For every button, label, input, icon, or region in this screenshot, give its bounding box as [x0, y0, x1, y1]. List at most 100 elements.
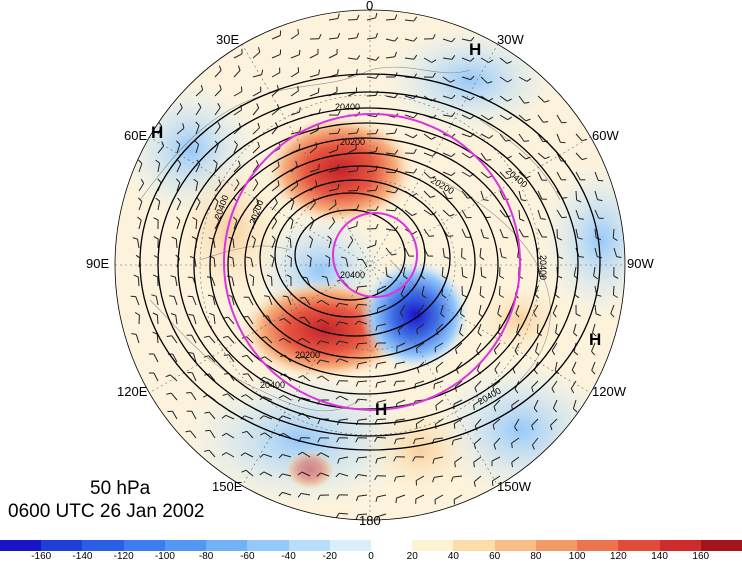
colorbar: [0, 540, 742, 551]
colorbar-swatch: [495, 540, 536, 551]
wind-barb: [290, 239, 291, 248]
wind-barb-feather: [598, 180, 603, 181]
wind-barb: [576, 191, 577, 200]
colorbar-swatch: [41, 540, 82, 551]
contour-label: 20400: [260, 380, 285, 390]
longitude-label-90w: 90W: [627, 256, 654, 271]
colorbar-swatch: [453, 540, 494, 551]
longitude-label-60e: 60E: [124, 128, 147, 143]
colorbar-tick-label: -160: [31, 551, 51, 562]
contour-label: 20400: [340, 270, 365, 280]
wind-barb: [138, 277, 139, 286]
colorbar-tick-label: 40: [448, 551, 459, 562]
anomaly-field: [100, 0, 660, 540]
wind-barb-feather: [298, 86, 299, 91]
wind-barb-feather: [337, 145, 338, 150]
wind-barb: [462, 267, 463, 276]
high-pressure-marker: H: [375, 400, 387, 420]
wind-barb-feather: [429, 236, 434, 237]
colorbar-tick-label: 100: [569, 551, 586, 562]
wind-barb-feather: [416, 424, 417, 429]
wind-barb-feather: [474, 405, 475, 410]
colorbar-swatch: [577, 540, 618, 551]
wind-barb-feather: [474, 462, 475, 467]
longitude-label-30w: 30W: [497, 32, 524, 47]
wind-barb-feather: [319, 164, 320, 169]
wind-barb-feather: [299, 50, 300, 55]
wind-barb: [358, 304, 367, 305]
longitude-label-150w: 150W: [497, 479, 531, 494]
colorbar-tick-label: 80: [530, 551, 541, 562]
wind-barb: [519, 210, 520, 219]
wind-barb: [329, 258, 330, 267]
colorbar-swatch: [165, 540, 206, 551]
wind-barb-feather: [224, 355, 229, 356]
wind-barb: [339, 513, 348, 514]
wind-barb-feather: [524, 141, 529, 142]
wind-barb-feather: [318, 88, 319, 93]
wind-barb-feather: [417, 348, 418, 353]
colorbar-swatch: [412, 540, 453, 551]
wind-barb: [358, 343, 367, 344]
wind-barb-feather: [579, 219, 584, 220]
contour-label: 20400: [538, 255, 548, 280]
wind-barb-feather: [562, 217, 567, 218]
wind-barb: [176, 239, 177, 248]
contour-label: 20200: [340, 137, 365, 147]
wind-barb: [348, 191, 357, 192]
datetime-title: 0600 UTC 26 Jan 2002: [8, 501, 204, 523]
wind-barb-feather: [396, 498, 397, 503]
wind-barb: [157, 315, 158, 324]
colorbar-swatch: [371, 540, 412, 551]
wind-barb-feather: [434, 384, 435, 389]
wind-barb: [613, 286, 614, 295]
wind-barb: [499, 286, 500, 295]
wind-barb-feather: [186, 393, 191, 394]
colorbar-tick-label: -80: [199, 551, 213, 562]
wind-barb-feather: [283, 296, 288, 297]
wind-barb-feather: [512, 443, 513, 448]
colorbar-tick-label: 140: [651, 551, 668, 562]
colorbar-swatch: [82, 540, 123, 551]
contour-label: 20400: [335, 102, 360, 112]
wind-barb-feather: [376, 240, 377, 245]
colorbar-tick-label: -140: [72, 551, 92, 562]
colorbar-swatch: [330, 540, 371, 551]
longitude-label-0: 0: [366, 0, 373, 13]
high-pressure-marker: H: [589, 330, 601, 350]
wind-barb: [367, 95, 376, 96]
wind-barb-feather: [486, 217, 491, 218]
colorbar-tick-label: -120: [114, 551, 134, 562]
colorbar-swatch: [124, 540, 165, 551]
colorbar-tick-label: 60: [489, 551, 500, 562]
colorbar-tick-label: -100: [155, 551, 175, 562]
colorbar-swatch: [660, 540, 701, 551]
longitude-label-90e: 90E: [86, 256, 109, 271]
wind-barb-feather: [338, 69, 339, 74]
wind-barb: [329, 133, 338, 134]
colorbar-swatch: [0, 540, 41, 551]
wind-barb-feather: [264, 296, 269, 297]
pressure-level-title: 50 hPa: [90, 478, 150, 500]
wind-barb-feather: [492, 481, 493, 486]
colorbar-swatch: [618, 540, 659, 551]
colorbar-tick-label: 120: [610, 551, 627, 562]
wind-barb-feather: [579, 257, 584, 258]
wind-barb-feather: [243, 374, 248, 375]
longitude-label-120w: 120W: [592, 384, 626, 399]
longitude-label-150e: 150E: [212, 479, 242, 494]
colorbar-tick-label: -60: [240, 551, 254, 562]
wind-barb: [377, 437, 386, 438]
high-pressure-marker: H: [151, 123, 163, 143]
colorbar-swatch: [206, 540, 247, 551]
wind-barb-feather: [454, 424, 455, 429]
longitude-label-180: 180: [359, 513, 381, 528]
longitude-label-120e: 120E: [117, 384, 147, 399]
wind-barb-feather: [298, 29, 299, 34]
wind-barb-feather: [188, 277, 193, 278]
contour-label: 20200: [295, 350, 320, 360]
longitude-label-60w: 60W: [592, 128, 619, 143]
wind-barb-feather: [205, 430, 210, 431]
wind-barb-feather: [455, 462, 456, 467]
colorbar-tick-label: 0: [368, 551, 374, 562]
